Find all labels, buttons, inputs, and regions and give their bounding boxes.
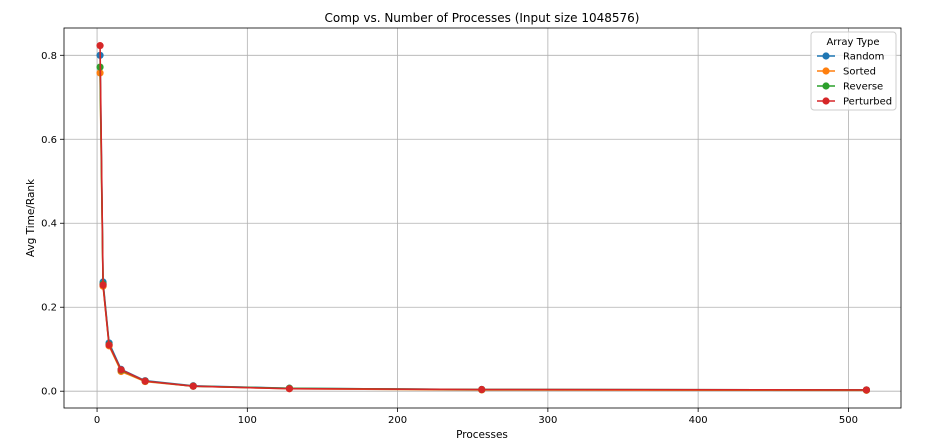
legend-item-reverse: Reverse <box>817 82 883 93</box>
data-point-perturbed <box>862 386 871 394</box>
data-point-perturbed <box>141 377 149 385</box>
legend-label: Random <box>843 52 884 63</box>
legend-label: Perturbed <box>843 97 892 108</box>
x-tick-label: 300 <box>538 415 557 426</box>
legend-item-random: Random <box>817 52 884 63</box>
y-axis-ticks: 0.0 0.2 0.4 0.6 0.8 <box>41 51 64 398</box>
legend: Array Type Random Sorted Reverse Perturbed <box>810 31 897 111</box>
data-point-perturbed <box>105 341 113 349</box>
series-sorted <box>96 69 871 394</box>
legend-title: Array Type <box>826 37 879 48</box>
data-point-perturbed <box>478 385 486 394</box>
grid-lines <box>64 28 901 408</box>
y-tick-label: 0.2 <box>41 303 57 314</box>
data-point-perturbed <box>189 382 197 390</box>
data-point-perturbed <box>285 385 294 393</box>
chart-title: Comp vs. Number of Processes (Input size… <box>325 11 640 25</box>
x-tick-label: 400 <box>689 415 708 426</box>
x-tick-label: 100 <box>238 415 257 426</box>
legend-item-sorted: Sorted <box>817 67 876 78</box>
data-point-perturbed <box>99 281 107 289</box>
series-line-perturbed <box>99 45 867 391</box>
plot-frame <box>63 27 902 409</box>
x-axis-label: Processes <box>456 429 508 441</box>
legend-swatch-marker <box>822 97 830 105</box>
x-axis-ticks: 0 100 200 300 400 500 <box>94 408 858 426</box>
y-axis-label: Avg Time/Rank <box>25 178 37 257</box>
series-line-random <box>99 55 867 391</box>
legend-label: Sorted <box>843 67 876 78</box>
y-tick-label: 0.0 <box>41 387 57 398</box>
y-tick-label: 0.6 <box>41 135 57 146</box>
legend-item-perturbed: Perturbed <box>817 97 892 108</box>
series-reverse <box>96 63 871 394</box>
series-random <box>96 51 871 394</box>
data-point-perturbed <box>117 366 125 374</box>
x-tick-label: 0 <box>94 415 100 426</box>
legend-label: Reverse <box>843 82 883 93</box>
series-perturbed <box>96 42 871 394</box>
legend-swatch-marker <box>822 52 830 60</box>
series-line-reverse <box>99 67 867 391</box>
legend-box <box>810 31 897 111</box>
legend-items: Random Sorted Reverse Perturbed <box>817 52 892 108</box>
x-tick-label: 200 <box>388 415 407 426</box>
x-tick-label: 500 <box>839 415 858 426</box>
series-group <box>96 42 871 394</box>
series-line-sorted <box>99 72 867 392</box>
y-tick-label: 0.8 <box>41 51 57 62</box>
legend-swatch-marker <box>822 67 830 75</box>
legend-swatch-marker <box>822 82 830 90</box>
y-tick-label: 0.4 <box>41 219 57 230</box>
data-point-perturbed <box>96 42 104 50</box>
